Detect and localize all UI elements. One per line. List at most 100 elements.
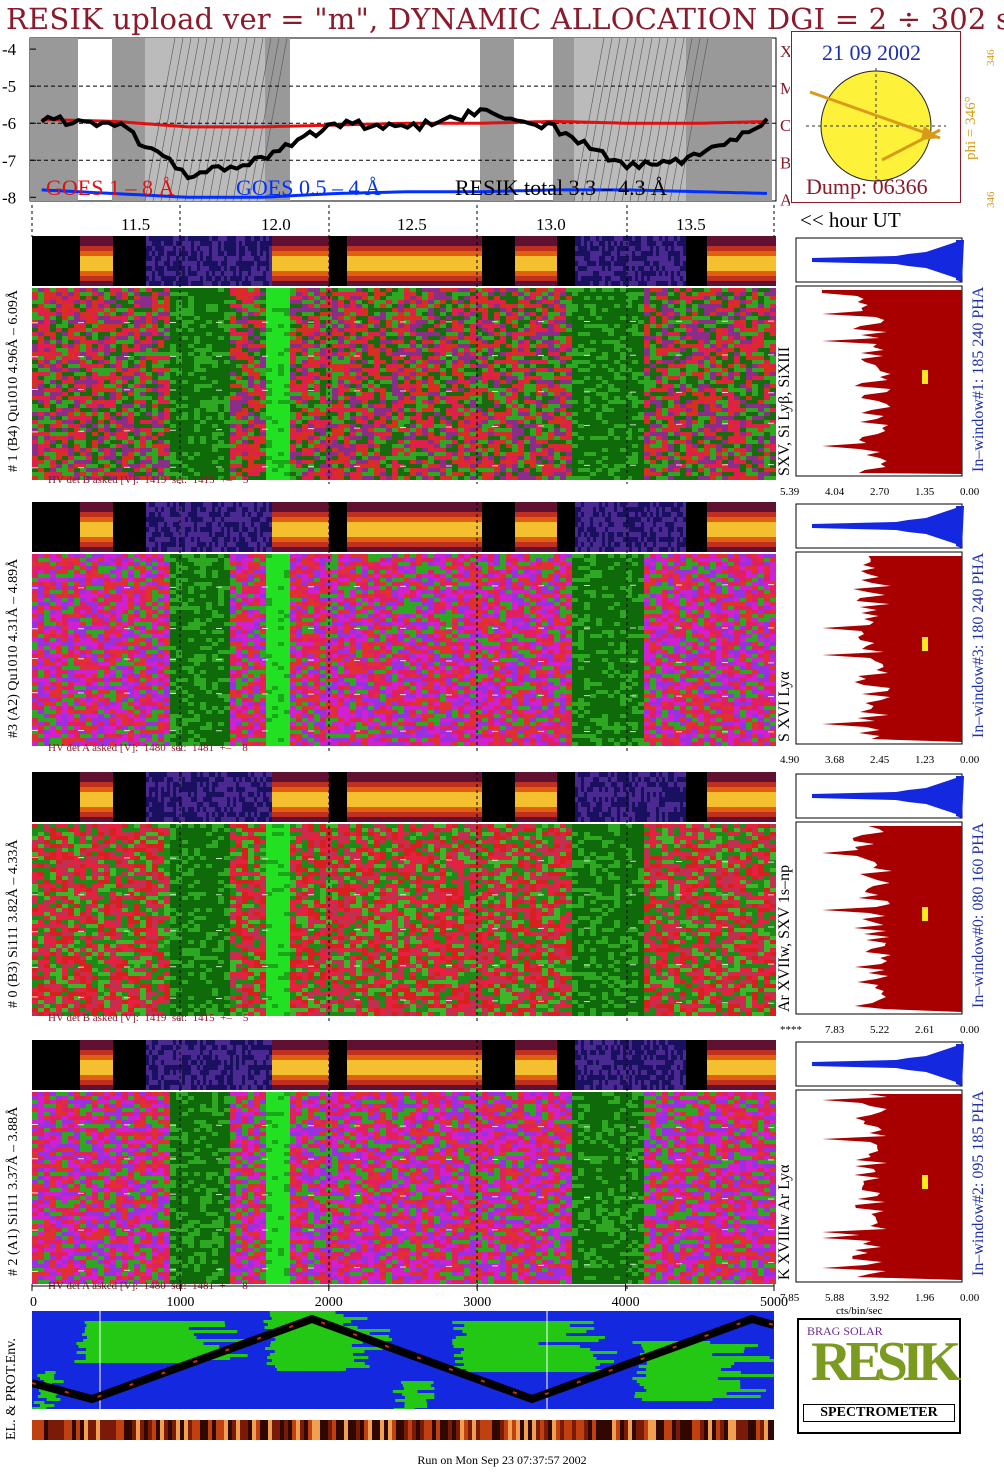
flare-class-label: X — [780, 42, 790, 61]
map-landmass — [641, 1398, 713, 1401]
map-landmass — [460, 1351, 618, 1354]
env-strip-cell — [648, 1420, 652, 1440]
count-rate-profile — [822, 826, 962, 1012]
window-marker — [922, 370, 928, 384]
map-landmass — [273, 1329, 391, 1332]
hv-status: HV det A asked [V]: 1480 set: 1481 +– 8 — [48, 742, 248, 754]
hv-status: HV det B asked [V]: 1419 set: 1415 +– 5 — [48, 1012, 248, 1024]
goes-legend-entry: GOES 0.5 – 4 Å — [236, 175, 381, 200]
env-strip-cell — [448, 1420, 452, 1440]
map-landmass — [453, 1366, 596, 1369]
env-strip-cell — [220, 1420, 224, 1440]
goes-ytick-label: -7 — [2, 151, 17, 170]
time-tick-label: 12.5 — [397, 215, 427, 234]
env-strip-cell — [576, 1420, 580, 1440]
map-landmass — [404, 1402, 428, 1405]
map-landmass — [44, 1380, 64, 1383]
env-strip-cell — [740, 1420, 744, 1440]
env-strip-cell — [568, 1420, 572, 1440]
env-strip-cell — [300, 1420, 304, 1440]
env-strip-cell — [248, 1420, 252, 1440]
map-landmass — [33, 1401, 45, 1404]
map-landmass — [644, 1359, 774, 1362]
env-strip-cell — [580, 1420, 584, 1440]
map-landmass — [646, 1362, 735, 1365]
env-strip-cell — [56, 1420, 60, 1440]
in-window-label: In–window#2: 095 185 PHA — [970, 1091, 988, 1276]
env-strip-cell — [80, 1420, 84, 1440]
env-strip-cell — [592, 1420, 596, 1440]
env-strip-cell — [212, 1420, 216, 1440]
env-strip-cell — [104, 1420, 108, 1440]
goes-series-line — [41, 118, 768, 129]
env-strip-cell — [92, 1420, 96, 1440]
env-strip-cell — [168, 1420, 172, 1440]
env-strip-cell — [44, 1420, 48, 1440]
env-strip-cell — [280, 1420, 284, 1440]
map-landmass — [84, 1321, 225, 1324]
in-window-label: In–window#3: 180 240 PHA — [970, 553, 988, 738]
hist-tick-label: 1.96 — [915, 1292, 934, 1304]
env-strip-cell — [712, 1420, 716, 1440]
env-strip-cell — [252, 1420, 256, 1440]
time-unit-label: << hour UT — [800, 208, 901, 233]
orbit-track — [32, 1314, 774, 1404]
env-strip-cell — [696, 1420, 700, 1440]
hist-tick-label: 2.45 — [870, 754, 889, 766]
pha-histogram — [795, 773, 964, 1015]
goes-legend-entry: GOES 1 – 8 Å — [46, 175, 174, 200]
map-landmass — [76, 1342, 204, 1345]
env-strip-cell — [412, 1420, 416, 1440]
orbit-ground-track-map — [32, 1311, 774, 1409]
env-strip-cell — [704, 1420, 708, 1440]
map-landmass — [392, 1390, 418, 1393]
env-strip-cell — [492, 1420, 496, 1440]
channel-spectrogram — [31, 236, 776, 484]
env-strip-cell — [708, 1420, 712, 1440]
env-strip-cell — [152, 1420, 156, 1440]
env-strip-cell — [632, 1420, 636, 1440]
env-strip-cell — [672, 1420, 676, 1440]
count-rate-profile — [822, 290, 962, 474]
env-strip-cell — [284, 1420, 288, 1440]
env-strip-cell — [84, 1420, 88, 1440]
window-marker — [922, 1175, 928, 1189]
env-strip-cell — [720, 1420, 724, 1440]
goes-ytick-label: -6 — [2, 114, 16, 133]
env-strip-cell — [140, 1420, 144, 1440]
env-strip-cell — [264, 1420, 268, 1440]
env-strip-cell — [552, 1420, 556, 1440]
env-strip-cell — [536, 1420, 540, 1440]
env-strip-cell — [768, 1420, 772, 1440]
env-strip-cell — [400, 1420, 404, 1440]
env-strip-cell — [456, 1420, 460, 1440]
env-strip-cell — [484, 1420, 488, 1440]
map-landmass — [455, 1336, 605, 1339]
seconds-tick-label: 0 — [30, 1295, 37, 1310]
env-strip-cell — [128, 1420, 132, 1440]
map-landmass — [74, 1360, 188, 1363]
env-strip-cell — [388, 1420, 392, 1440]
env-strip-cell — [392, 1420, 396, 1440]
map-landmass — [264, 1326, 358, 1329]
logo-caption: SPECTROMETER — [803, 1404, 955, 1422]
goes-ytick-label: -8 — [2, 188, 16, 207]
env-strip-cell — [304, 1420, 308, 1440]
map-landmass — [635, 1392, 727, 1395]
env-strip-cell — [504, 1420, 508, 1440]
map-landmass — [466, 1333, 567, 1336]
env-strip-cell — [700, 1420, 704, 1440]
dump-number: Dump: 06366 — [806, 174, 928, 200]
env-strip-cell — [36, 1420, 40, 1440]
window-marker — [922, 907, 928, 921]
map-landmass — [393, 1408, 415, 1409]
env-strip-cell — [308, 1420, 312, 1440]
env-strip-cell — [664, 1420, 668, 1440]
map-landmass — [402, 1393, 435, 1396]
map-landmass — [266, 1362, 365, 1365]
env-strip-cell — [332, 1420, 336, 1440]
hist-tick-label: 1.35 — [915, 486, 934, 498]
map-landmass — [646, 1374, 774, 1377]
map-landmass — [632, 1377, 718, 1380]
channel-spectrogram-body — [31, 824, 776, 1016]
